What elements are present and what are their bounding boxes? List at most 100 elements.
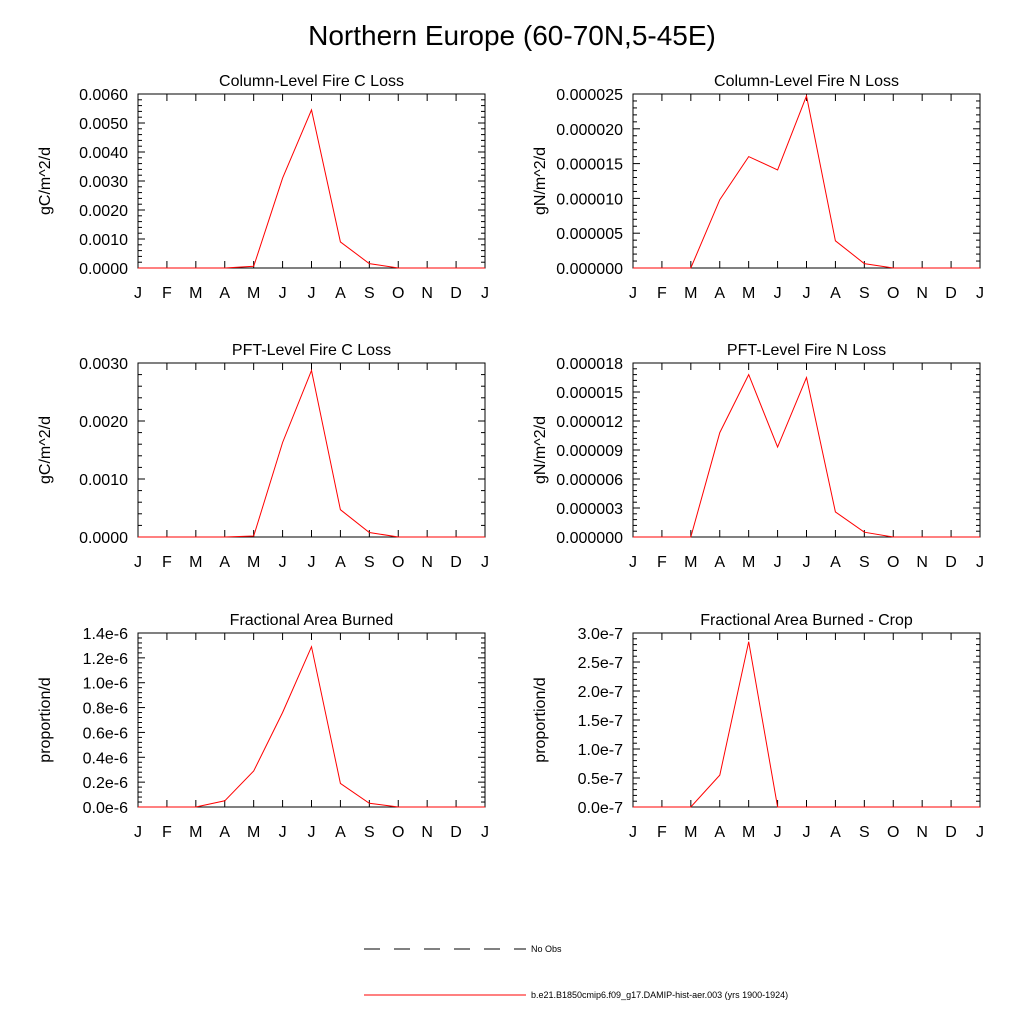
- x-tick-label: J: [481, 285, 489, 302]
- y-axis-label: gC/m^2/d: [37, 147, 54, 215]
- x-tick-label: S: [859, 285, 870, 302]
- x-tick-label: D: [450, 824, 462, 841]
- x-tick-label: O: [887, 285, 899, 302]
- x-tick-label: J: [308, 285, 316, 302]
- x-tick-label: N: [916, 554, 928, 571]
- y-tick-label: 0.000000: [556, 261, 623, 278]
- x-tick-label: J: [279, 285, 287, 302]
- x-tick-label: O: [392, 554, 404, 571]
- x-tick-label: M: [189, 554, 202, 571]
- x-tick-label: J: [134, 824, 142, 841]
- x-tick-label: O: [887, 824, 899, 841]
- y-tick-label: 0.5e-7: [578, 771, 623, 788]
- series-line: [633, 373, 980, 538]
- x-tick-label: A: [219, 285, 230, 302]
- plot-frame: [137, 93, 486, 269]
- x-tick-label: S: [364, 554, 375, 571]
- x-tick-label: J: [279, 554, 287, 571]
- y-tick-label: 2.0e-7: [578, 684, 623, 701]
- x-tick-label: A: [830, 554, 841, 571]
- x-tick-label: A: [335, 285, 346, 302]
- x-tick-label: O: [392, 824, 404, 841]
- y-tick-label: 1.0e-7: [578, 742, 623, 759]
- x-tick-label: J: [308, 824, 316, 841]
- y-tick-label: 0.000018: [556, 356, 623, 373]
- x-tick-label: J: [629, 824, 637, 841]
- y-tick-label: 0.0e-7: [578, 800, 623, 817]
- plot-frame: [632, 632, 981, 808]
- y-tick-label: 0.000003: [556, 501, 623, 518]
- y-tick-label: 0.000010: [556, 191, 623, 208]
- x-tick-label: N: [916, 824, 928, 841]
- x-tick-label: A: [219, 554, 230, 571]
- x-tick-label: J: [774, 285, 782, 302]
- y-tick-label: 0.0010: [79, 232, 128, 249]
- series-line: [138, 108, 485, 269]
- x-tick-label: N: [421, 824, 433, 841]
- x-tick-label: M: [247, 285, 260, 302]
- y-tick-label: 0.0000: [79, 530, 128, 547]
- x-tick-label: F: [657, 824, 667, 841]
- x-tick-label: F: [162, 824, 172, 841]
- x-tick-label: J: [134, 285, 142, 302]
- x-tick-label: N: [421, 554, 433, 571]
- y-tick-label: 0.0060: [79, 87, 128, 104]
- x-tick-label: J: [774, 824, 782, 841]
- x-tick-label: J: [976, 285, 984, 302]
- y-tick-label: 0.0010: [79, 472, 128, 489]
- x-tick-label: A: [714, 824, 725, 841]
- x-tick-label: D: [945, 554, 957, 571]
- x-tick-label: J: [976, 824, 984, 841]
- plot-frame: [137, 632, 486, 808]
- y-tick-label: 3.0e-7: [578, 626, 623, 643]
- y-tick-label: 0.0e-6: [83, 800, 128, 817]
- x-tick-label: S: [364, 285, 375, 302]
- x-tick-label: J: [803, 824, 811, 841]
- chart-title: PFT-Level Fire N Loss: [727, 342, 886, 359]
- x-tick-label: J: [308, 554, 316, 571]
- x-tick-label: M: [189, 285, 202, 302]
- x-tick-label: M: [189, 824, 202, 841]
- x-tick-label: A: [830, 824, 841, 841]
- x-tick-label: O: [392, 285, 404, 302]
- x-tick-label: D: [450, 554, 462, 571]
- x-tick-label: M: [742, 285, 755, 302]
- x-tick-label: J: [976, 554, 984, 571]
- x-tick-label: M: [684, 285, 697, 302]
- plot-frame: [632, 362, 981, 538]
- y-tick-label: 0.000025: [556, 87, 623, 104]
- x-tick-label: S: [859, 554, 870, 571]
- y-tick-label: 0.0050: [79, 116, 128, 133]
- x-tick-label: F: [162, 285, 172, 302]
- x-tick-label: J: [279, 824, 287, 841]
- page-title: Northern Europe (60-70N,5-45E): [308, 20, 716, 51]
- y-tick-label: 2.5e-7: [578, 655, 623, 672]
- x-tick-label: M: [247, 554, 260, 571]
- series-line: [633, 641, 980, 808]
- series-line: [138, 368, 485, 538]
- x-tick-label: J: [629, 285, 637, 302]
- x-tick-label: F: [657, 554, 667, 571]
- y-tick-label: 0.000012: [556, 414, 623, 431]
- y-tick-label: 0.0000: [79, 261, 128, 278]
- y-tick-label: 1.5e-7: [578, 713, 623, 730]
- y-axis-label: gN/m^2/d: [532, 147, 549, 215]
- chart-title: PFT-Level Fire C Loss: [232, 342, 391, 359]
- x-tick-label: D: [450, 285, 462, 302]
- x-tick-label: J: [774, 554, 782, 571]
- y-tick-label: 0.000006: [556, 472, 623, 489]
- y-tick-label: 0.0030: [79, 174, 128, 191]
- x-tick-label: J: [803, 554, 811, 571]
- x-tick-label: O: [887, 554, 899, 571]
- x-tick-label: J: [481, 554, 489, 571]
- y-tick-label: 0.0040: [79, 145, 128, 162]
- chart-panel: Fractional Area Burned - Crop proportion/…: [532, 612, 984, 841]
- x-tick-label: S: [859, 824, 870, 841]
- x-tick-label: F: [162, 554, 172, 571]
- plot-frame: [137, 362, 486, 538]
